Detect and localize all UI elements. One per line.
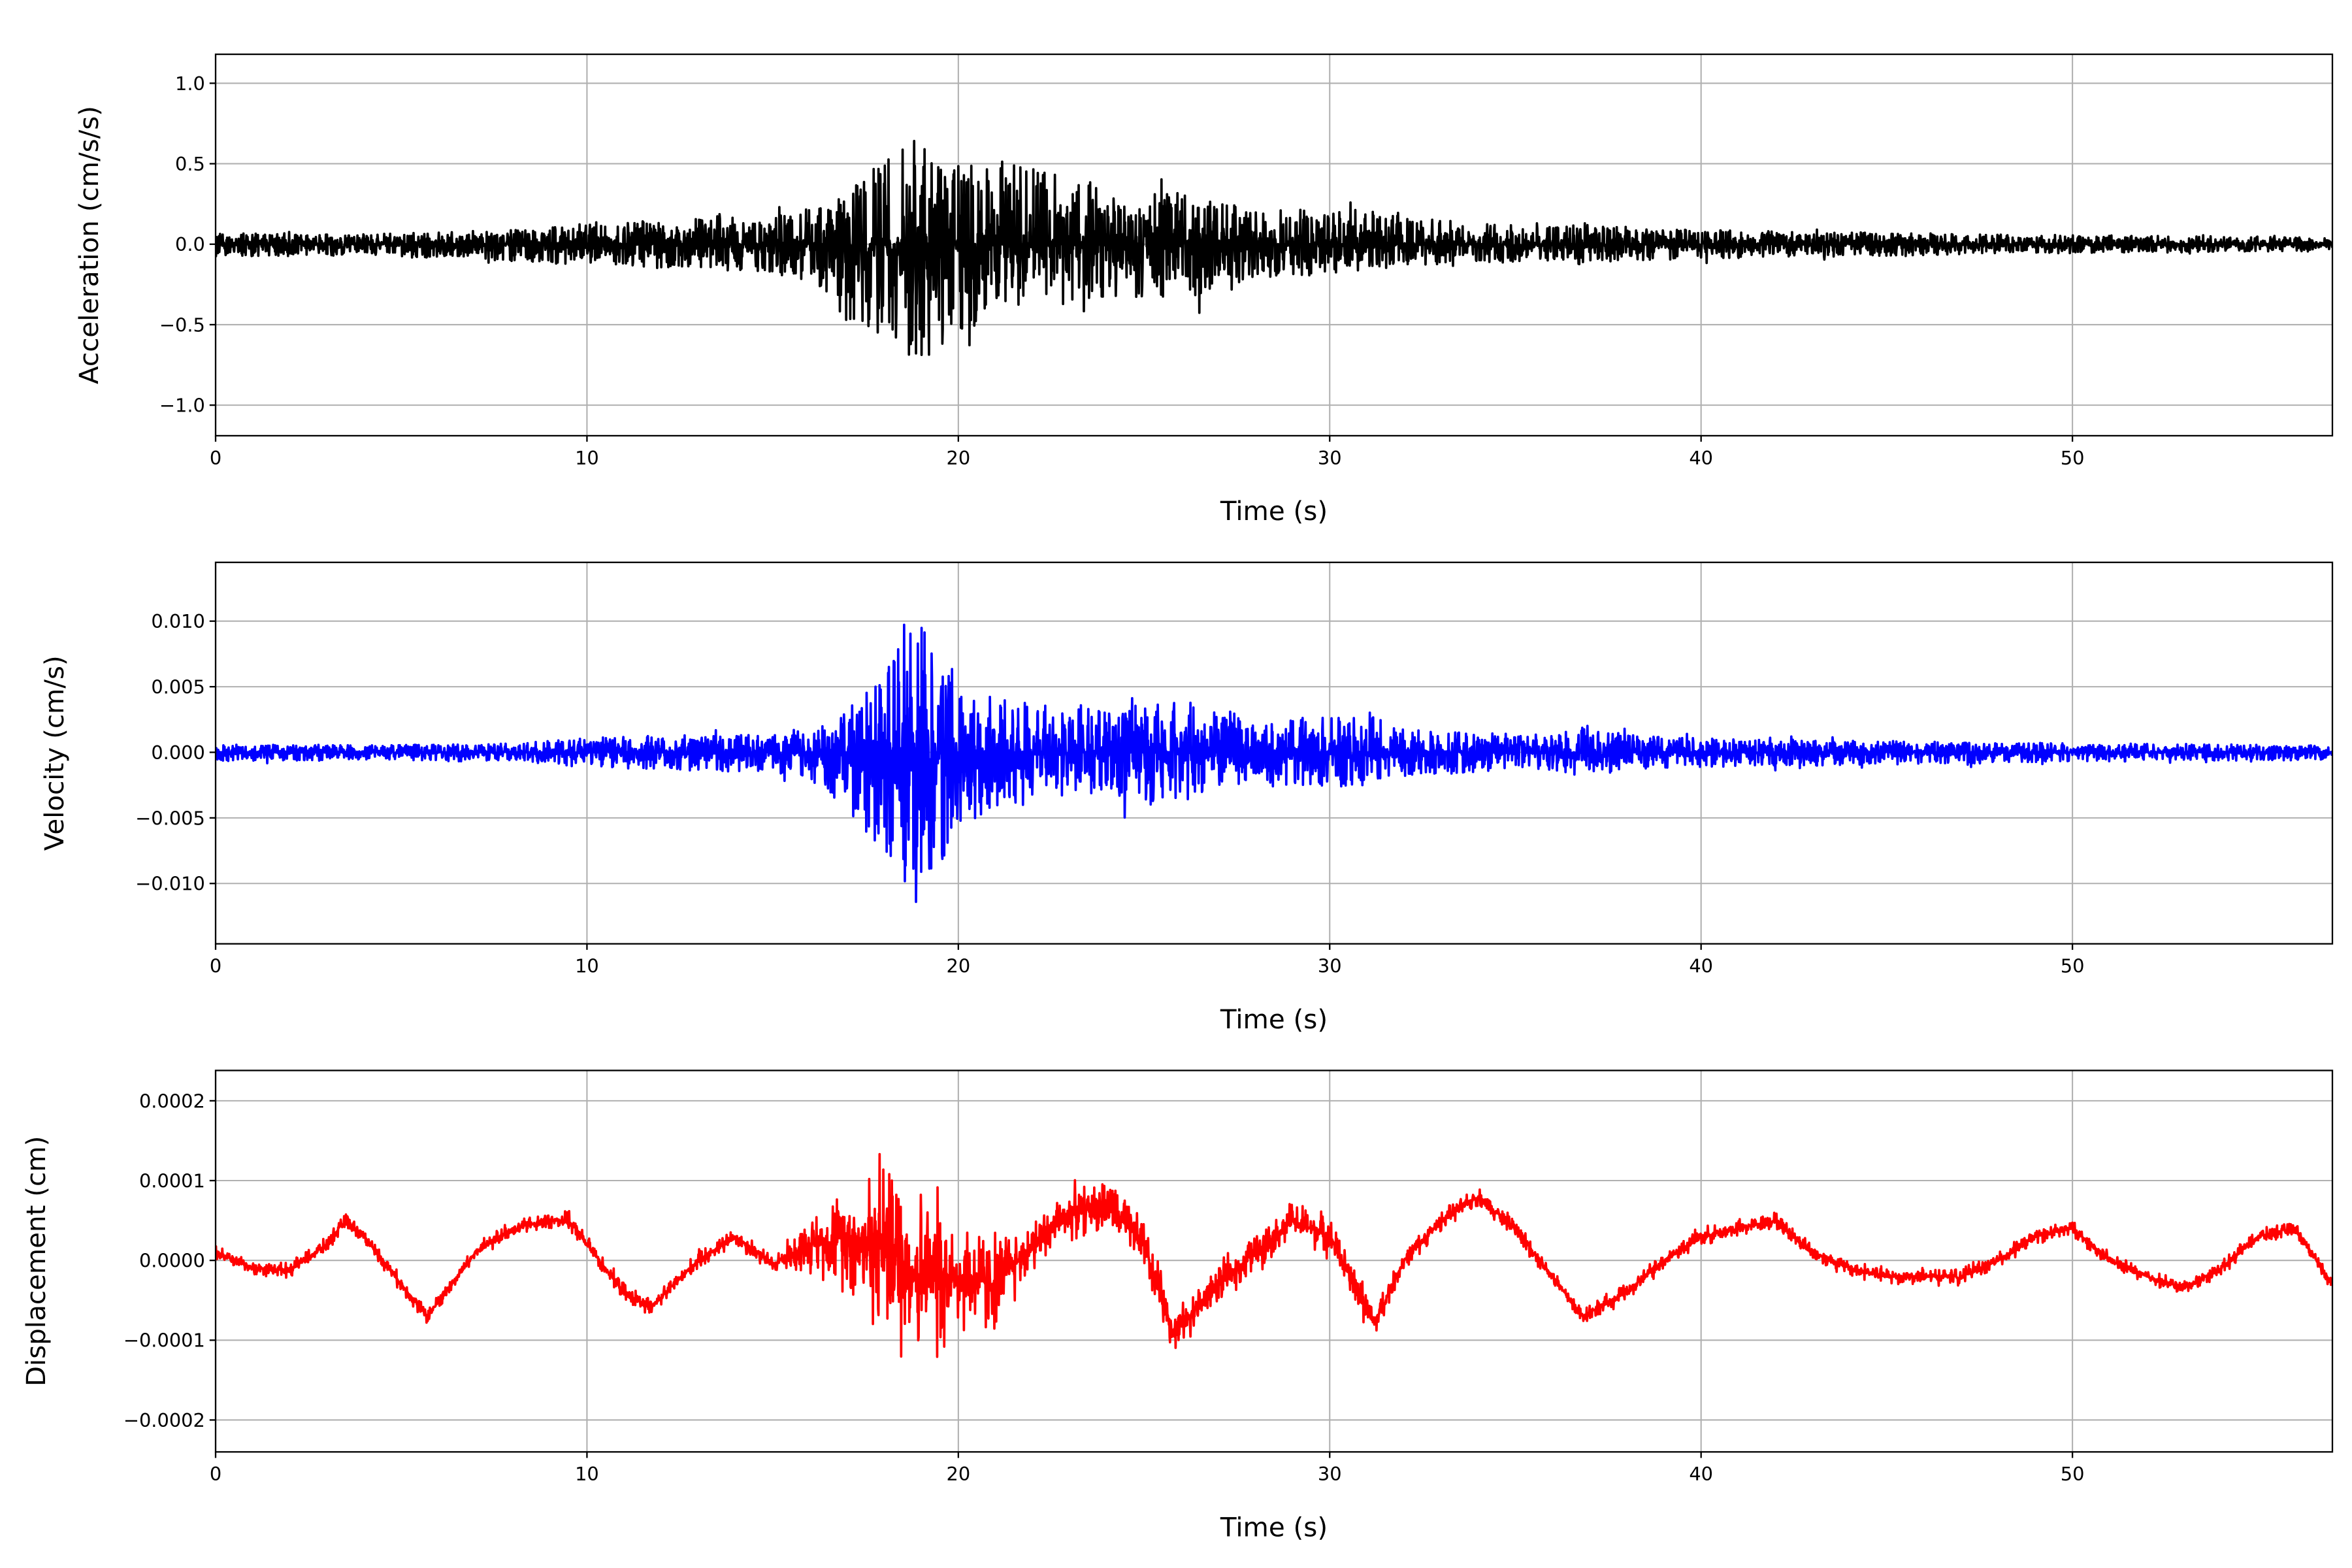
x-tick-label: 10 <box>575 447 599 469</box>
axes-frame <box>214 53 2334 437</box>
y-tick-label: −0.5 <box>159 314 205 336</box>
x-tick-label: 30 <box>1318 1463 1342 1485</box>
subplot-acceleration: 0 10 20 30 40 50 1.0 0.5 0.0 −0.5 −1.0 Time (s) Acce… <box>74 53 2334 527</box>
y-axis-label: Displacement (cm) <box>21 1136 52 1386</box>
y-tick-label: 1.0 <box>175 73 205 95</box>
y-tick-label: −0.010 <box>135 873 205 895</box>
y-axis-label: Velocity (cm/s) <box>39 655 70 851</box>
y-tick-label: −1.0 <box>159 395 205 417</box>
x-tick-label: 20 <box>946 1463 970 1485</box>
y-tick-label: 0.0 <box>175 233 205 255</box>
x-tick-label: 50 <box>2061 447 2085 469</box>
x-tick-label: 40 <box>1689 955 1713 977</box>
x-tick-label: 50 <box>2061 955 2085 977</box>
x-tick-label: 0 <box>210 955 221 977</box>
y-tick-label: −0.0002 <box>123 1409 205 1431</box>
y-tick-label: −0.0001 <box>123 1330 205 1352</box>
y-tick-label: 0.000 <box>151 742 205 764</box>
y-tick-label: 0.010 <box>151 610 205 632</box>
series-line-displacement <box>215 1152 2332 1358</box>
series-line-acceleration <box>215 139 2332 356</box>
x-tick-label: 30 <box>1318 447 1342 469</box>
subplot-velocity: 0 10 20 30 40 50 0.010 0.005 0.000 −0.005 −0.010 Ti… <box>39 561 2334 1035</box>
y-tick-label: 0.0000 <box>139 1250 205 1272</box>
series-line-velocity <box>215 623 2332 904</box>
x-axis-label: Time (s) <box>1220 496 1328 527</box>
x-tick-label: 50 <box>2061 1463 2085 1485</box>
y-tick-label: 0.0001 <box>139 1169 205 1192</box>
y-tick-label: 0.005 <box>151 676 205 698</box>
x-tick-label: 20 <box>946 955 970 977</box>
x-tick-label: 40 <box>1689 1463 1713 1485</box>
axes-frame <box>214 561 2334 945</box>
x-tick-label: 30 <box>1318 955 1342 977</box>
y-tick-label: −0.005 <box>135 807 205 829</box>
axes-frame <box>214 1070 2334 1453</box>
y-tick-label: 0.5 <box>175 153 205 175</box>
y-tick-label: 0.0002 <box>139 1090 205 1112</box>
x-tick-label: 0 <box>210 447 221 469</box>
x-tick-label: 40 <box>1689 447 1713 469</box>
x-axis-label: Time (s) <box>1220 1004 1328 1035</box>
subplot-displacement: 0 10 20 30 40 50 0.0002 0.0001 0.0000 −0.0001 −0.0… <box>21 1070 2334 1543</box>
x-axis-label: Time (s) <box>1220 1512 1328 1543</box>
x-tick-label: 0 <box>210 1463 221 1485</box>
x-tick-label: 10 <box>575 955 599 977</box>
y-axis-label: Acceleration (cm/s/s) <box>74 106 105 384</box>
x-tick-label: 10 <box>575 1463 599 1485</box>
x-tick-label: 20 <box>946 447 970 469</box>
